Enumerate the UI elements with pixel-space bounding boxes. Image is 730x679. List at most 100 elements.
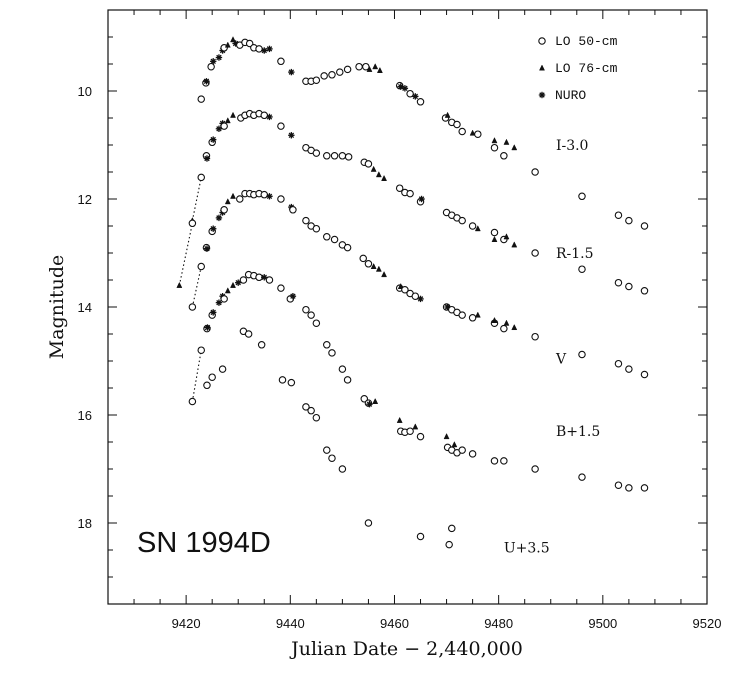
- data-point: [220, 122, 228, 130]
- data-point: [289, 293, 297, 300]
- data-point: [236, 195, 244, 203]
- data-point: [302, 305, 310, 314]
- data-point: [625, 484, 633, 492]
- data-point: [265, 276, 274, 284]
- data-point: [203, 78, 210, 85]
- data-point: [312, 224, 321, 233]
- data-point: [302, 216, 310, 225]
- data-point: [491, 137, 498, 144]
- data-point: [312, 319, 321, 327]
- data-point: [343, 376, 352, 384]
- data-point: [203, 155, 211, 162]
- data-point: [364, 260, 373, 268]
- data-point: [625, 365, 633, 373]
- data-point: [215, 125, 223, 132]
- data-point: [230, 281, 236, 288]
- data-point: [468, 222, 477, 230]
- chart-title: SN 1994D: [137, 527, 271, 559]
- data-point: [261, 274, 268, 281]
- data-point: [453, 120, 461, 129]
- data-point: [614, 211, 623, 219]
- data-point: [224, 41, 231, 48]
- data-point: [491, 235, 498, 242]
- data-point: [443, 433, 450, 440]
- data-point: [381, 174, 388, 181]
- data-point: [336, 68, 344, 76]
- data-point: [531, 168, 539, 176]
- band-label: U+3.5: [504, 540, 550, 556]
- data-point: [406, 427, 414, 435]
- legend: LO 50-cm LO 76-cm NURO: [538, 34, 618, 103]
- data-point: [511, 144, 518, 151]
- data-point: [215, 214, 223, 222]
- x-tick-labels: 9420 9440 9460 9480 9500 9520: [172, 616, 722, 631]
- data-point: [417, 295, 424, 303]
- data-point: [210, 225, 217, 232]
- data-point: [230, 192, 236, 199]
- extrapolation-line: [191, 177, 202, 221]
- data-point: [511, 323, 518, 331]
- data-point: [287, 378, 296, 387]
- data-point: [531, 249, 539, 257]
- data-point: [210, 136, 217, 143]
- data-point: [401, 285, 409, 294]
- data-point: [411, 292, 420, 300]
- band-labels: I-3.0 R-1.5 V B+1.5 U+3.5: [504, 138, 600, 556]
- data-point: [288, 132, 295, 139]
- data-point: [330, 235, 339, 244]
- data-point: [288, 68, 295, 76]
- data-point: [490, 457, 499, 465]
- data-point: [370, 165, 377, 172]
- data-point: [474, 311, 481, 318]
- data-point: [468, 314, 477, 322]
- data-point: [395, 184, 404, 192]
- band-label: I-3.0: [556, 138, 589, 154]
- x-tick-label: 9440: [276, 616, 305, 631]
- data-point: [412, 93, 419, 100]
- data-point: [278, 376, 287, 384]
- data-point: [444, 111, 451, 118]
- data-point: [197, 346, 205, 354]
- data-point: [203, 381, 211, 390]
- data-point: [307, 311, 315, 319]
- data-point: [312, 149, 321, 157]
- data-point: [370, 262, 377, 269]
- data-point: [376, 66, 383, 73]
- x-tick-label: 9480: [484, 616, 513, 631]
- data-point: [320, 72, 328, 80]
- data-point: [323, 341, 331, 349]
- data-point: [578, 350, 586, 359]
- extrapolation-line: [178, 223, 193, 286]
- data-point: [215, 299, 223, 306]
- data-point: [491, 316, 498, 323]
- data-point: [266, 45, 273, 53]
- legend-label: LO 50-cm: [555, 34, 618, 49]
- data-point: [640, 484, 649, 492]
- legend-marker: [538, 37, 546, 45]
- data-point: [338, 365, 347, 373]
- data-point: [458, 311, 466, 319]
- data-point: [416, 532, 425, 541]
- data-point: [531, 332, 539, 341]
- data-point: [531, 465, 539, 473]
- y-tick-label: 18: [78, 516, 92, 531]
- data-point: [330, 152, 339, 160]
- data-point: [343, 65, 352, 74]
- data-point: [578, 473, 586, 481]
- data-point: [328, 454, 336, 462]
- data-point: [338, 152, 347, 160]
- data-point: [416, 98, 425, 106]
- data-point: [197, 95, 205, 103]
- axis-ticks: [107, 10, 708, 605]
- y-tick-label: 14: [78, 300, 92, 315]
- data-point: [323, 446, 331, 454]
- data-point: [500, 324, 508, 333]
- data-point: [230, 111, 236, 118]
- data-point: [458, 446, 466, 454]
- legend-marker: [538, 91, 546, 99]
- data-point: [401, 85, 409, 92]
- data-point: [239, 276, 248, 284]
- data-point: [210, 309, 217, 316]
- data-point: [210, 58, 217, 65]
